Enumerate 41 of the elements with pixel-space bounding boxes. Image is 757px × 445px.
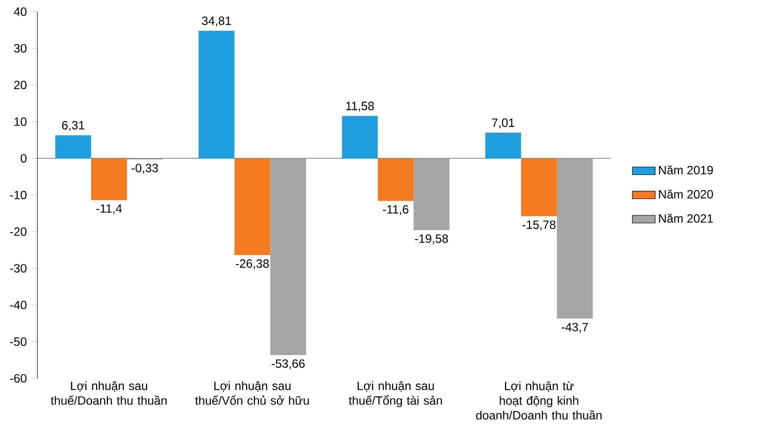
bar bbox=[234, 158, 270, 256]
data-label: -11,4 bbox=[96, 204, 122, 214]
data-label: -0,33 bbox=[132, 164, 158, 174]
y-tick-label: 30 bbox=[14, 44, 26, 53]
bar bbox=[270, 158, 306, 356]
bar bbox=[55, 135, 92, 158]
y-tick-label: -10 bbox=[10, 190, 26, 200]
y-tick-label: 0 bbox=[20, 154, 26, 163]
y-tick-label: -50 bbox=[10, 337, 26, 346]
y-tick-label: 20 bbox=[14, 80, 26, 90]
bar bbox=[198, 30, 234, 158]
y-tick-label: -20 bbox=[10, 227, 26, 236]
bar bbox=[342, 116, 378, 158]
data-label: -19,58 bbox=[415, 234, 448, 244]
bar bbox=[414, 158, 450, 230]
x-tick-label: Lợi nhuận sau thuế/Tổng tài sản bbox=[348, 381, 442, 408]
x-tick-label: Lợi nhuận sau thuế/Vốn chủ sở hữu bbox=[195, 381, 309, 405]
bar bbox=[485, 132, 522, 158]
data-label: -26,38 bbox=[236, 259, 269, 270]
y-tick-label: -30 bbox=[10, 264, 26, 273]
data-label: -15,78 bbox=[522, 220, 556, 230]
y-tick-label: -40 bbox=[10, 300, 26, 310]
y-tick-label: 10 bbox=[14, 117, 26, 126]
bar bbox=[91, 158, 127, 200]
data-label: 6,31 bbox=[62, 121, 84, 131]
data-label: 7,01 bbox=[492, 118, 514, 128]
bar bbox=[556, 158, 593, 319]
legend-label: Năm 2021 bbox=[659, 214, 713, 223]
legend-label: Năm 2020 bbox=[659, 190, 713, 199]
x-tick-label: Lợi nhuận sau thuế/Doanh thu thuần bbox=[50, 381, 167, 405]
data-label: -53,66 bbox=[272, 359, 305, 370]
y-tick-label: -60 bbox=[10, 374, 26, 383]
data-label: 34,81 bbox=[202, 16, 231, 26]
y-tick-label: 40 bbox=[14, 7, 26, 16]
legend-label: Năm 2019 bbox=[659, 165, 713, 174]
bar bbox=[378, 158, 414, 201]
data-label: -43,7 bbox=[562, 322, 588, 333]
data-label: -11,6 bbox=[382, 205, 408, 216]
data-label: 11,58 bbox=[346, 102, 374, 112]
bar bbox=[521, 158, 557, 216]
x-tick-label: Lợi nhuận từ hoạt động kinh doanh/Doanh thu thuần bbox=[476, 381, 602, 420]
